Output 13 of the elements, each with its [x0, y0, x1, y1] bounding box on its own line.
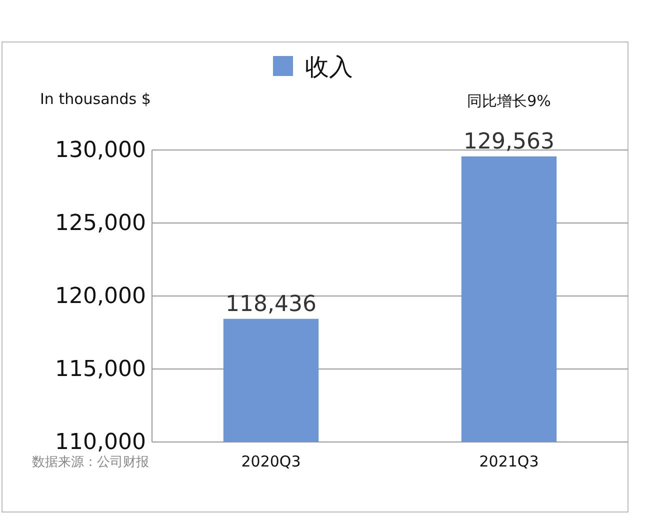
y-tick-label: 115,000	[55, 357, 146, 382]
x-tick-label: 2020Q3	[241, 452, 301, 471]
y-tick-label: 130,000	[55, 138, 146, 164]
y-tick-label: 120,000	[55, 284, 146, 310]
y-axis-title: In thousands $	[40, 90, 151, 108]
data-label: 118,436	[226, 292, 316, 317]
y-tick-label: 110,000	[55, 430, 146, 456]
x-tick-label: 2021Q3	[479, 452, 539, 471]
legend-label: 收入	[305, 53, 353, 81]
source-note: 数据来源：公司财报	[32, 455, 149, 470]
data-label: 129,563	[464, 129, 554, 154]
y-tick-label: 125,000	[55, 211, 146, 236]
text: 同比增长9%	[467, 92, 551, 110]
